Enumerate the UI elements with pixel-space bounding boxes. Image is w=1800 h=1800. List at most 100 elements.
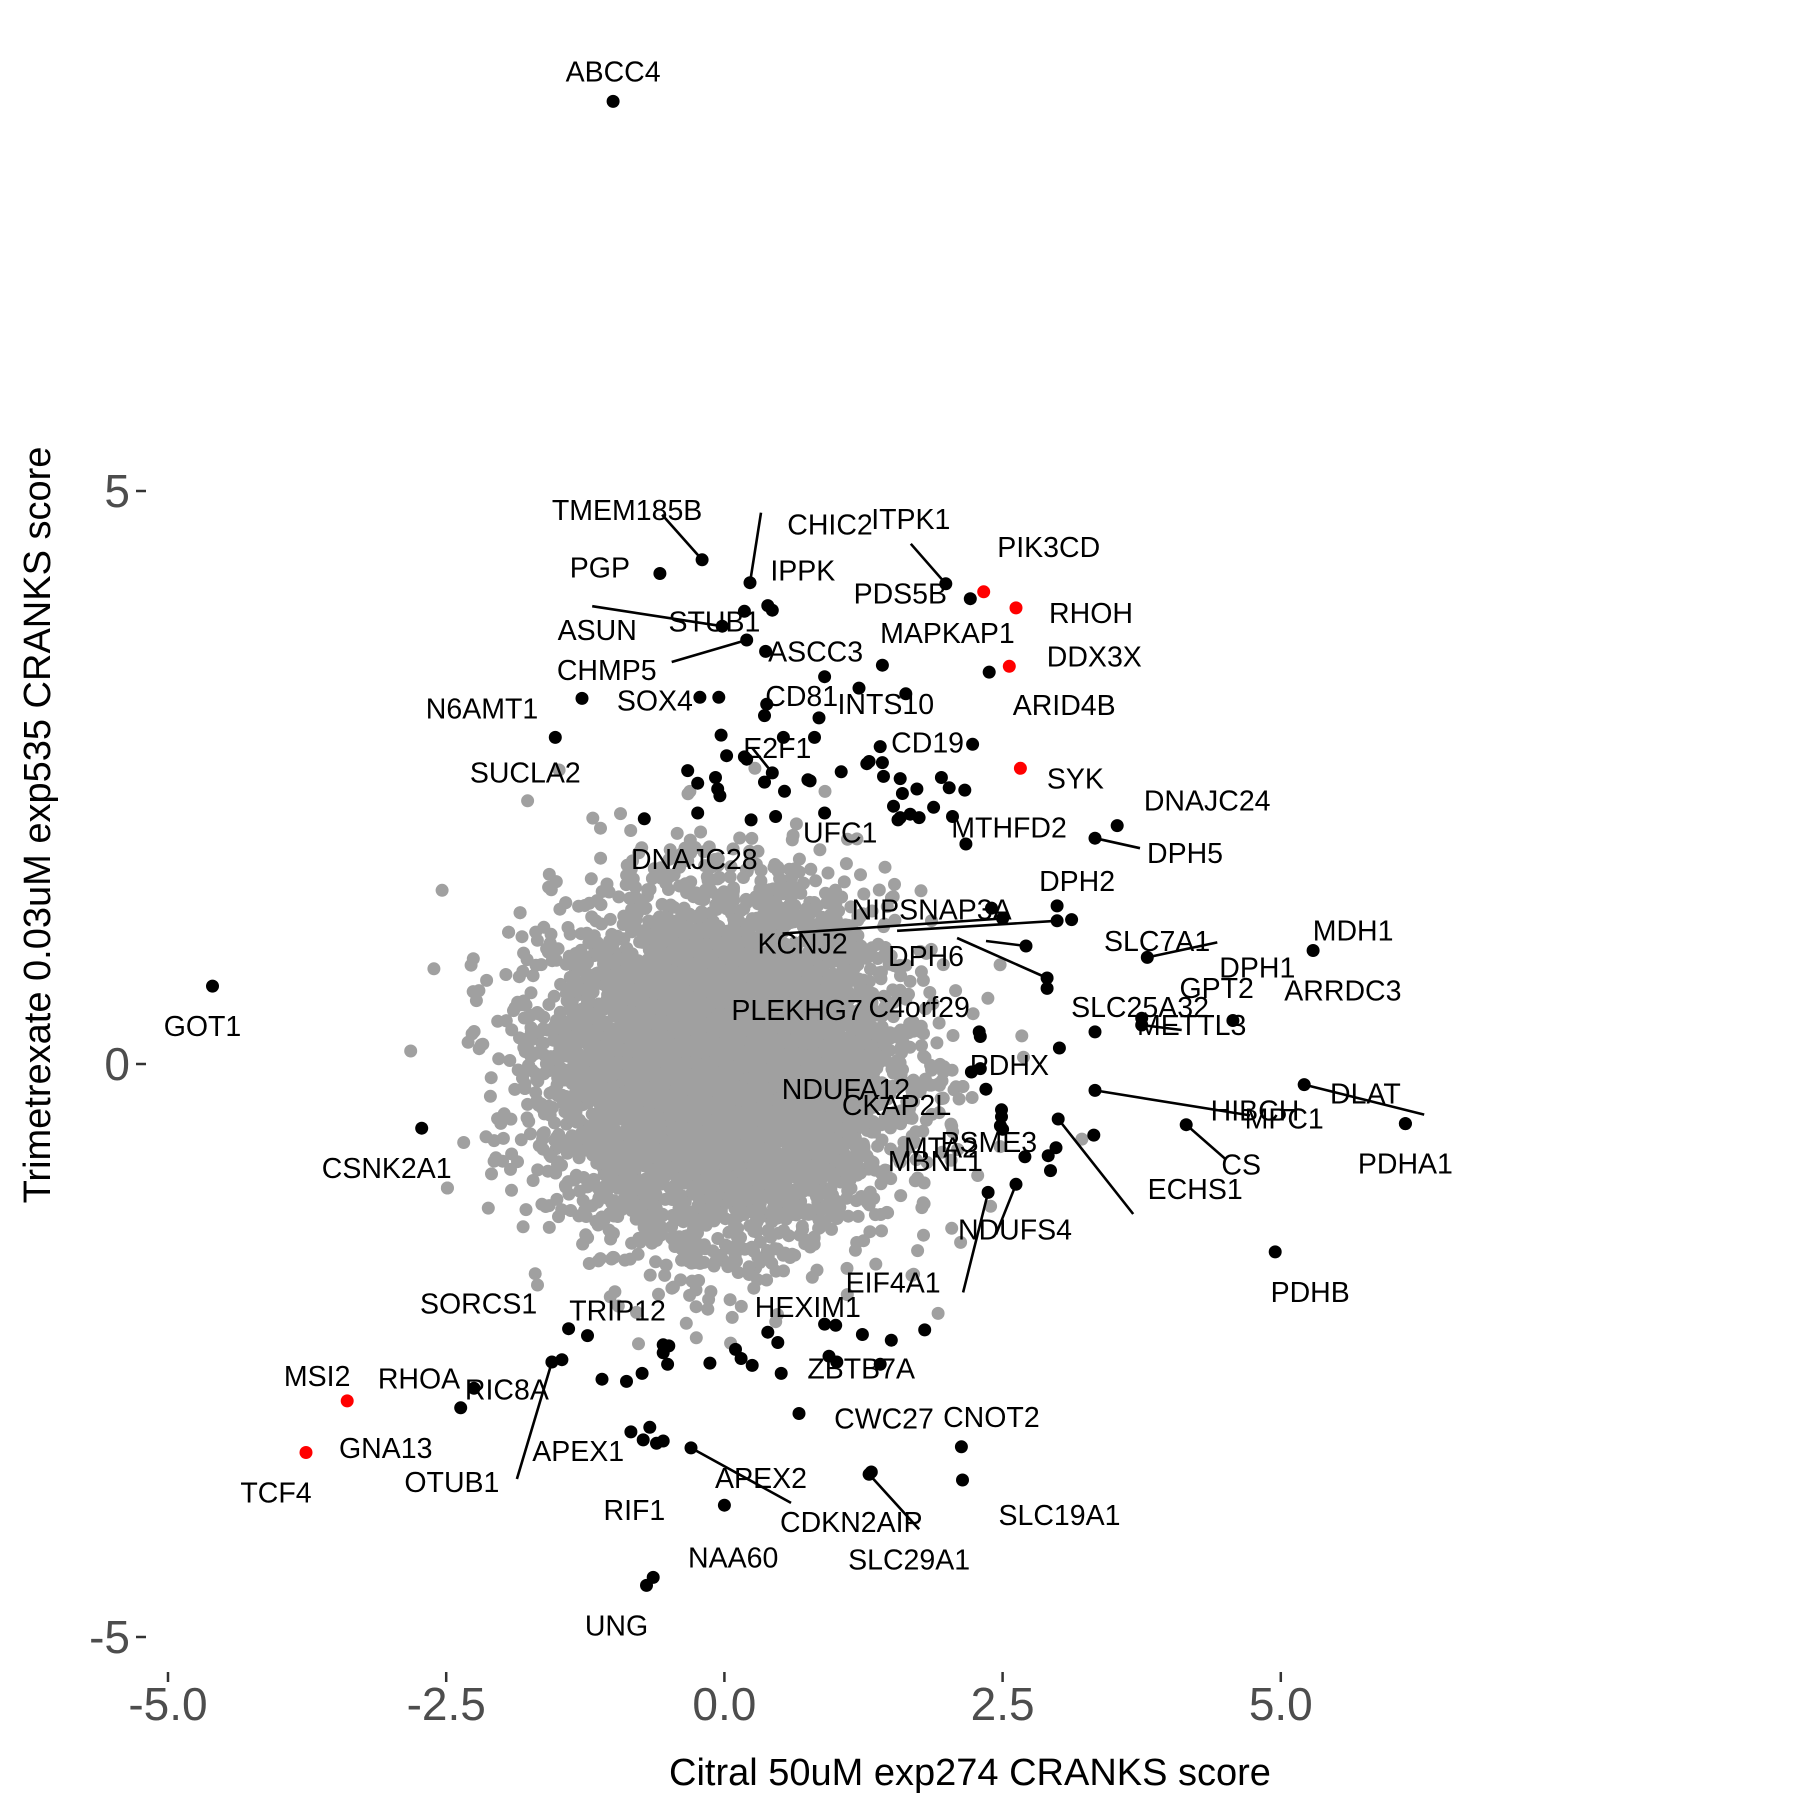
background-point — [555, 1203, 569, 1217]
background-point — [840, 1191, 854, 1205]
background-point — [728, 1249, 742, 1263]
background-point — [552, 763, 566, 777]
background-point — [662, 883, 675, 896]
background-point — [519, 1203, 533, 1217]
background-point — [707, 1259, 721, 1273]
background-point — [945, 1221, 959, 1235]
background-point — [624, 824, 638, 837]
background-point — [932, 1106, 946, 1120]
background-point — [874, 1177, 888, 1191]
background-point — [850, 832, 864, 846]
background-point — [632, 1337, 645, 1351]
background-point — [485, 1167, 498, 1181]
background-point — [907, 1267, 921, 1281]
background-point — [505, 1183, 518, 1197]
background-point — [851, 1209, 865, 1223]
background-point — [606, 1250, 620, 1264]
background-point — [670, 826, 684, 840]
background-point — [804, 862, 818, 876]
background-point — [492, 1052, 506, 1066]
background-point — [917, 1228, 930, 1242]
background-point — [818, 784, 832, 798]
background-point — [926, 997, 940, 1011]
background-point — [931, 1306, 945, 1320]
background-point — [915, 1039, 928, 1053]
background-point — [993, 1140, 1007, 1154]
background-point — [694, 825, 708, 839]
background-point — [612, 890, 626, 904]
background-point — [679, 877, 692, 891]
background-point — [531, 1163, 545, 1177]
background-point — [857, 887, 871, 901]
background-point — [701, 1302, 715, 1316]
background-point — [935, 1145, 949, 1159]
background-points — [404, 761, 1089, 1351]
background-point — [499, 968, 513, 981]
background-point — [952, 1092, 966, 1106]
background-point — [611, 1299, 625, 1313]
background-point — [487, 1134, 501, 1148]
background-point — [404, 1044, 418, 1058]
background-point — [731, 1266, 745, 1279]
background-point — [1015, 1029, 1029, 1043]
background-point — [809, 874, 823, 888]
background-point — [481, 1201, 495, 1215]
background-point — [542, 880, 556, 894]
background-point — [894, 1189, 908, 1203]
background-point — [903, 974, 917, 988]
background-point — [528, 1267, 542, 1281]
background-point — [551, 942, 565, 956]
background-point — [595, 885, 609, 898]
background-point — [515, 930, 529, 944]
background-point — [584, 872, 598, 886]
background-point — [629, 1212, 643, 1226]
background-point — [725, 1310, 739, 1324]
background-point — [480, 973, 494, 987]
background-point — [633, 1235, 647, 1249]
background-point — [645, 872, 659, 885]
background-point — [630, 1305, 643, 1319]
background-point — [888, 913, 902, 927]
background-point — [733, 831, 747, 845]
background-point — [734, 1299, 748, 1313]
background-point — [542, 1220, 556, 1234]
background-point — [523, 1127, 537, 1141]
background-point — [614, 807, 627, 821]
background-point — [864, 962, 877, 976]
background-point — [689, 1331, 703, 1345]
background-point — [562, 1187, 576, 1201]
background-point — [503, 1054, 517, 1067]
background-point — [594, 851, 608, 865]
background-point — [854, 868, 867, 882]
background-point — [760, 1273, 774, 1287]
background-point — [547, 989, 561, 1003]
background-point — [572, 899, 586, 913]
background-point — [789, 817, 803, 831]
background-point — [954, 1235, 968, 1249]
background-point — [813, 843, 827, 857]
background-point — [665, 1281, 679, 1295]
background-point — [530, 933, 544, 947]
background-point — [721, 1260, 735, 1274]
background-point — [549, 953, 563, 967]
background-point — [863, 1225, 877, 1239]
background-point — [920, 1155, 934, 1169]
background-point — [516, 1220, 530, 1234]
background-point — [748, 761, 762, 775]
background-point — [769, 1315, 783, 1329]
background-point — [582, 1257, 596, 1270]
background-point — [534, 958, 548, 972]
background-point — [469, 994, 483, 1008]
background-point — [484, 1071, 498, 1085]
background-point — [936, 958, 950, 972]
background-point — [487, 1154, 501, 1168]
background-point — [805, 1270, 819, 1284]
background-point — [981, 991, 995, 1005]
background-point — [679, 1316, 693, 1330]
background-point — [593, 1252, 607, 1266]
background-point — [435, 883, 449, 897]
background-point — [537, 920, 551, 934]
background-point — [875, 1224, 888, 1238]
background-point — [786, 828, 800, 842]
